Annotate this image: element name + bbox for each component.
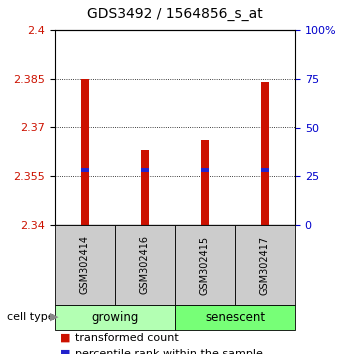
Bar [175,305,295,330]
Bar [261,82,268,225]
Bar [235,225,295,305]
Bar [201,168,209,171]
Text: ■: ■ [60,349,70,354]
Bar [55,305,175,330]
Bar [115,225,175,305]
Text: transformed count: transformed count [75,333,179,343]
Text: growing: growing [91,311,139,324]
Bar [141,150,149,225]
Text: GSM302416: GSM302416 [140,235,150,295]
Text: GSM302417: GSM302417 [260,235,270,295]
Text: GSM302414: GSM302414 [80,235,90,295]
Text: senescent: senescent [205,311,265,324]
Text: GDS3492 / 1564856_s_at: GDS3492 / 1564856_s_at [87,7,263,21]
Bar [82,79,89,225]
Bar [141,168,149,171]
Text: GSM302415: GSM302415 [200,235,210,295]
Text: percentile rank within the sample: percentile rank within the sample [75,349,263,354]
Bar [201,141,209,225]
Text: ■: ■ [60,333,70,343]
Bar [82,168,89,171]
Text: cell type: cell type [7,312,55,322]
Text: ▶: ▶ [50,312,58,322]
Bar [175,225,235,305]
Bar [261,168,268,171]
Bar [55,225,115,305]
